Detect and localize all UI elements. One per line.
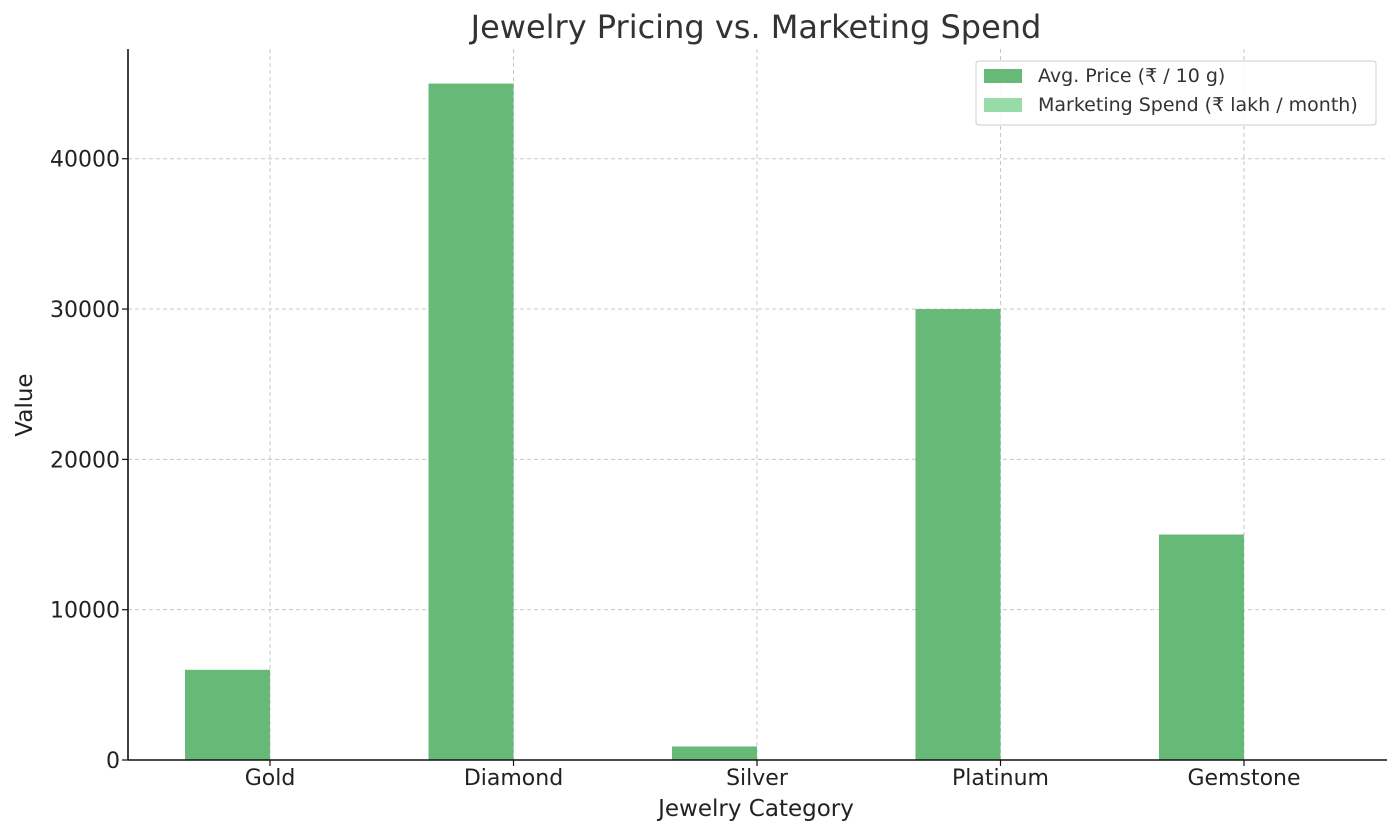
bar-avg-price-platinum — [915, 309, 1001, 760]
y-tick-label: 40000 — [50, 148, 120, 173]
legend-swatch-marketing-spend — [984, 98, 1022, 112]
legend-swatch-avg-price — [984, 69, 1022, 83]
legend-box — [975, 60, 1377, 126]
legend-label-marketing-spend: Marketing Spend (₹ lakh / month) — [1038, 94, 1358, 116]
y-tick-label: 30000 — [50, 298, 120, 323]
x-tick-label-gold: Gold — [245, 766, 296, 791]
x-tick-label-gemstone: Gemstone — [1187, 766, 1300, 791]
y-tick-label: 10000 — [50, 599, 120, 624]
x-ticks: Gold Diamond Silver Platinum Gemstone — [245, 760, 1301, 791]
x-tick-label-diamond: Diamond — [464, 766, 563, 791]
x-axis-label: Jewelry Category — [656, 796, 854, 822]
chart-title: Jewelry Pricing vs. Marketing Spend — [469, 8, 1042, 46]
bar-avg-price-gemstone — [1159, 534, 1244, 760]
y-ticks: 0 10000 20000 30000 40000 — [50, 148, 128, 774]
bar-avg-price-silver — [672, 746, 757, 760]
bar-group — [185, 83, 1329, 760]
legend: Avg. Price (₹ / 10 g) Marketing Spend (₹… — [975, 60, 1377, 126]
bar-avg-price-diamond — [428, 83, 514, 760]
legend-label-avg-price: Avg. Price (₹ / 10 g) — [1038, 65, 1225, 87]
bar-avg-price-gold — [185, 669, 270, 760]
x-tick-label-platinum: Platinum — [952, 766, 1049, 791]
y-axis-label: Value — [12, 373, 38, 436]
y-tick-label: 20000 — [50, 448, 120, 473]
x-tick-label-silver: Silver — [726, 766, 789, 791]
y-tick-label: 0 — [106, 749, 120, 774]
